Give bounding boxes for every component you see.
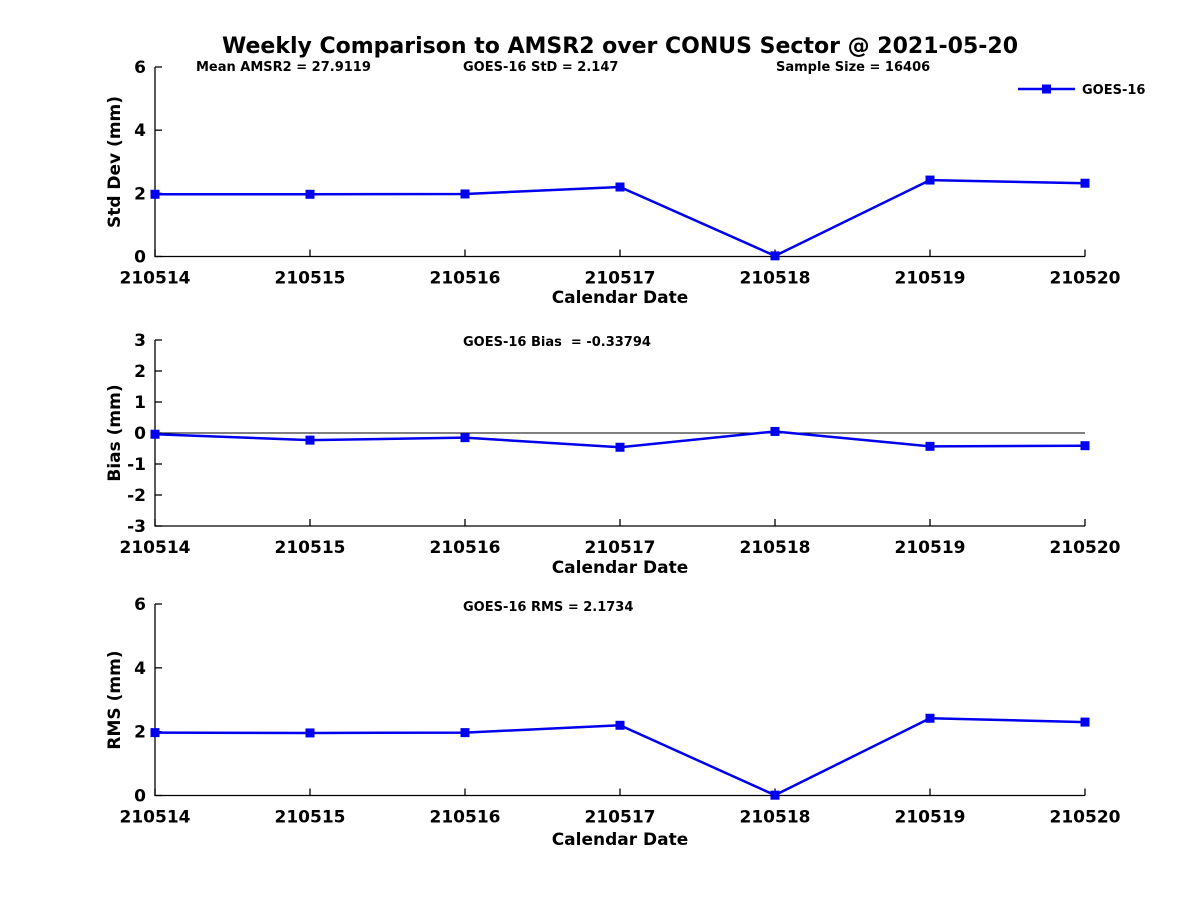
data-point-marker <box>460 189 470 199</box>
data-point-marker <box>305 189 315 199</box>
x-tick-label: 210514 <box>120 808 191 828</box>
y-tick-label: -3 <box>127 517 146 537</box>
plot-panel-std-dev: 0 2 4 6 210514 210515 210516 210517 210518 210519… <box>120 58 1121 289</box>
legend-marker <box>1042 84 1051 94</box>
x-axis-label-rms: Calendar Date <box>552 830 689 850</box>
y-axis-label-bias: Bias (mm) <box>105 384 125 481</box>
y-tick-label: 1 <box>134 393 146 413</box>
x-tick-label: 210517 <box>585 538 656 558</box>
axis-frame <box>154 604 1085 797</box>
plot-panel-rms: 0 2 4 6 210514 210515 210516 210517 210518 210519… <box>120 595 1121 828</box>
x-tick-label: 210516 <box>430 269 501 289</box>
x-tick-label: 210514 <box>120 269 191 289</box>
y-tick-label: 3 <box>134 331 146 351</box>
y-tick-label: 0 <box>134 787 146 807</box>
data-point-marker <box>150 189 160 199</box>
x-axis-label-std-dev: Calendar Date <box>552 288 689 308</box>
data-point-marker <box>150 429 160 439</box>
plot-panel-bias: -3 -2 -1 0 1 2 3 210514 210515 210516 210517 210518… <box>120 331 1121 558</box>
data-point-marker <box>1080 717 1090 727</box>
series-line-goes-16 <box>154 717 1086 797</box>
legend-label: GOES-16 <box>1082 83 1145 98</box>
x-tick-label: 210515 <box>275 808 346 828</box>
data-point-marker <box>925 175 935 185</box>
y-tick-label: -2 <box>127 486 146 506</box>
x-tick-label: 210518 <box>740 538 811 558</box>
y-tick-label: 2 <box>134 362 146 382</box>
x-tick-label: 210520 <box>1050 269 1121 289</box>
data-point-marker <box>925 713 935 723</box>
plot-annotation: GOES-16 StD = 2.147 <box>463 60 618 75</box>
data-point-marker <box>1080 178 1090 188</box>
data-point-marker <box>770 426 780 436</box>
y-tick-label: 2 <box>134 723 146 743</box>
legend: GOES-16 <box>1018 83 1145 98</box>
y-tick-label: 4 <box>134 121 146 141</box>
x-tick-label: 210515 <box>275 538 346 558</box>
data-point-marker <box>615 720 625 730</box>
data-point-marker <box>615 442 625 452</box>
x-tick-label: 210518 <box>740 269 811 289</box>
x-tick-label: 210519 <box>895 808 966 828</box>
x-tick-label: 210519 <box>895 269 966 289</box>
figure-title: Weekly Comparison to AMSR2 over CONUS Se… <box>222 34 1018 59</box>
y-tick-label: 0 <box>134 424 146 444</box>
x-tick-label: 210516 <box>430 538 501 558</box>
plot-annotation: GOES-16 RMS = 2.1734 <box>463 600 633 615</box>
x-tick-label: 210519 <box>895 538 966 558</box>
y-tick-label: 6 <box>134 58 146 78</box>
data-point-marker <box>305 435 315 445</box>
y-tick-label: 2 <box>134 184 146 204</box>
y-axis-label-rms: RMS (mm) <box>105 650 125 749</box>
data-point-marker <box>460 433 470 443</box>
x-tick-label: 210520 <box>1050 808 1121 828</box>
plot-annotation: Sample Size = 16406 <box>776 60 930 75</box>
y-tick-label: 0 <box>134 248 146 268</box>
x-tick-label: 210517 <box>585 808 656 828</box>
x-axis-label-bias: Calendar Date <box>552 558 689 578</box>
data-point-marker <box>460 728 470 738</box>
data-point-marker <box>305 728 315 738</box>
y-tick-label: 4 <box>134 659 146 679</box>
y-tick-label: 6 <box>134 595 146 615</box>
data-point-marker <box>615 182 625 192</box>
data-point-marker <box>1080 441 1090 451</box>
x-tick-label: 210518 <box>740 808 811 828</box>
y-tick-label: -1 <box>127 455 146 475</box>
y-axis-label-std-dev: Std Dev (mm) <box>105 96 125 228</box>
data-point-marker <box>770 251 780 261</box>
x-tick-label: 210520 <box>1050 538 1121 558</box>
plot-annotation: Mean AMSR2 = 27.9119 <box>196 60 371 75</box>
x-tick-label: 210516 <box>430 808 501 828</box>
x-tick-label: 210515 <box>275 269 346 289</box>
axis-frame <box>154 67 1085 258</box>
data-point-marker <box>150 728 160 738</box>
x-tick-label: 210517 <box>585 269 656 289</box>
data-point-marker <box>925 441 935 451</box>
data-point-marker <box>770 790 780 800</box>
x-tick-label: 210514 <box>120 538 191 558</box>
plot-annotation: GOES-16 Bias = -0.33794 <box>463 335 651 350</box>
plot-panels: 0 2 4 6 210514 210515 210516 210517 210518 210519… <box>120 58 1121 828</box>
